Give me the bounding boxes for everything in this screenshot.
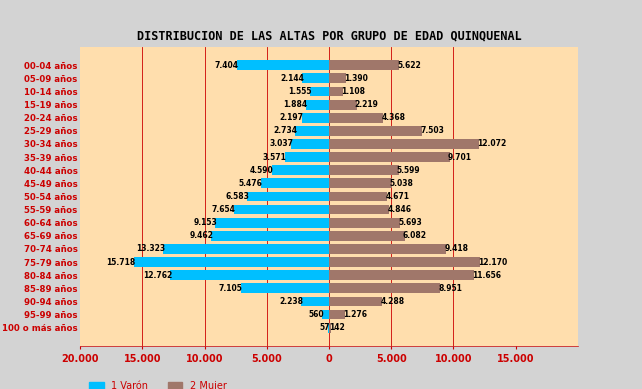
- Text: 4.671: 4.671: [385, 192, 409, 201]
- Text: 560: 560: [308, 310, 324, 319]
- Bar: [329, 257, 480, 267]
- Bar: [284, 152, 329, 162]
- Text: 12.762: 12.762: [143, 271, 172, 280]
- Text: 13.323: 13.323: [136, 244, 165, 254]
- Bar: [301, 296, 329, 307]
- Bar: [329, 60, 399, 70]
- Text: 4.368: 4.368: [381, 113, 406, 122]
- Bar: [261, 179, 329, 188]
- Bar: [322, 310, 329, 319]
- Bar: [329, 270, 474, 280]
- Text: 142: 142: [329, 323, 345, 332]
- Text: 2.219: 2.219: [355, 100, 379, 109]
- Bar: [329, 283, 440, 293]
- Text: 5.476: 5.476: [239, 179, 263, 188]
- Bar: [329, 86, 343, 96]
- Bar: [328, 323, 329, 333]
- Bar: [306, 100, 329, 110]
- Bar: [247, 191, 329, 202]
- Text: 7.105: 7.105: [219, 284, 243, 293]
- Text: 2.734: 2.734: [273, 126, 297, 135]
- Bar: [329, 244, 446, 254]
- Bar: [329, 218, 400, 228]
- Bar: [329, 205, 389, 214]
- Text: 7.503: 7.503: [421, 126, 444, 135]
- Text: 12.170: 12.170: [478, 258, 508, 266]
- Text: 5.599: 5.599: [397, 166, 421, 175]
- Text: 1.276: 1.276: [343, 310, 367, 319]
- Text: 9.153: 9.153: [193, 218, 217, 227]
- Text: 2.197: 2.197: [279, 113, 304, 122]
- Bar: [234, 205, 329, 214]
- Text: 2.144: 2.144: [281, 74, 304, 83]
- Bar: [329, 100, 356, 110]
- Text: 3.571: 3.571: [263, 152, 286, 161]
- Bar: [295, 126, 329, 136]
- Bar: [329, 191, 387, 202]
- Bar: [211, 231, 329, 241]
- Bar: [134, 257, 329, 267]
- Text: 1.390: 1.390: [345, 74, 369, 83]
- Bar: [329, 165, 399, 175]
- Text: 15.718: 15.718: [106, 258, 135, 266]
- Bar: [309, 86, 329, 96]
- Title: DISTRIBUCION DE LAS ALTAS POR GRUPO DE EDAD QUINQUENAL: DISTRIBUCION DE LAS ALTAS POR GRUPO DE E…: [137, 30, 521, 43]
- Bar: [329, 310, 345, 319]
- Bar: [291, 139, 329, 149]
- Text: 1.884: 1.884: [283, 100, 308, 109]
- Bar: [302, 113, 329, 123]
- Bar: [272, 165, 329, 175]
- Text: 7.404: 7.404: [215, 61, 239, 70]
- Text: 5.038: 5.038: [390, 179, 413, 188]
- Text: 1.555: 1.555: [288, 87, 311, 96]
- Text: 7.654: 7.654: [212, 205, 236, 214]
- Bar: [329, 296, 383, 307]
- Text: 3.037: 3.037: [269, 139, 293, 149]
- Bar: [329, 113, 383, 123]
- Text: 12.072: 12.072: [477, 139, 507, 149]
- Text: 5.622: 5.622: [397, 61, 421, 70]
- Bar: [329, 139, 479, 149]
- Text: 8.951: 8.951: [438, 284, 462, 293]
- Text: 4.846: 4.846: [387, 205, 412, 214]
- Text: 6.583: 6.583: [225, 192, 249, 201]
- Bar: [163, 244, 329, 254]
- Text: 9.701: 9.701: [448, 152, 472, 161]
- Text: 1.108: 1.108: [341, 87, 365, 96]
- Text: 6.082: 6.082: [403, 231, 427, 240]
- Text: 2.238: 2.238: [279, 297, 303, 306]
- Bar: [241, 283, 329, 293]
- Bar: [329, 126, 422, 136]
- Bar: [215, 218, 329, 228]
- Text: 5.693: 5.693: [398, 218, 422, 227]
- Text: 4.288: 4.288: [381, 297, 404, 306]
- Legend: 1 Varón, 2 Mujer: 1 Varón, 2 Mujer: [85, 377, 231, 389]
- Text: 9.418: 9.418: [444, 244, 468, 254]
- Bar: [302, 74, 329, 83]
- Bar: [329, 179, 392, 188]
- Text: 9.462: 9.462: [189, 231, 213, 240]
- Bar: [329, 74, 346, 83]
- Text: 4.590: 4.590: [250, 166, 273, 175]
- Bar: [329, 152, 449, 162]
- Bar: [170, 270, 329, 280]
- Text: 11.656: 11.656: [472, 271, 501, 280]
- Text: 57: 57: [320, 323, 330, 332]
- Bar: [329, 231, 404, 241]
- Bar: [329, 323, 331, 333]
- Bar: [237, 60, 329, 70]
